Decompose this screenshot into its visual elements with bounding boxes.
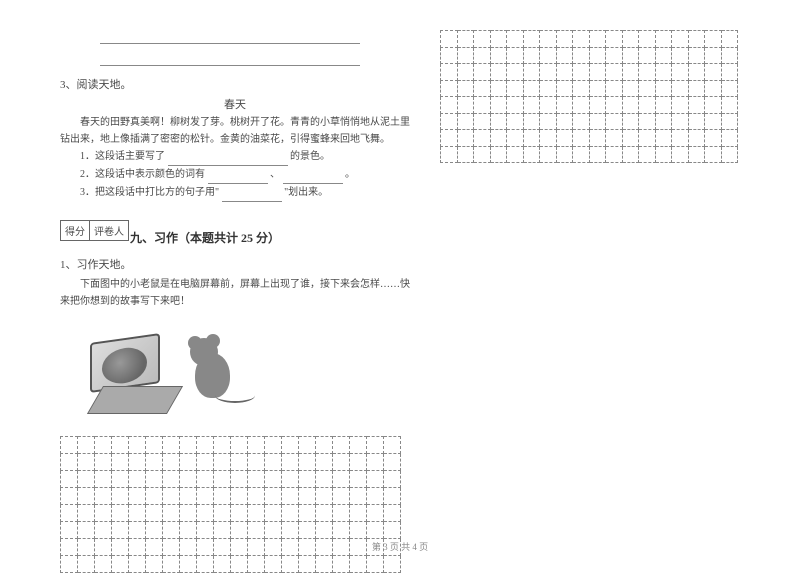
ear-right-icon (206, 334, 220, 348)
q3-sub3-prefix: 3．把这段话中打比方的句子用" (80, 187, 219, 198)
q3-sub1-prefix: 1．这段话主要写了 (80, 151, 165, 162)
q3-number: 3、阅读天地。 (60, 76, 410, 92)
ear-left-icon (188, 336, 202, 350)
q3-sub2-prefix: 2．这段话中表示颜色的词有 (80, 169, 205, 180)
score-cell-score: 得分 (60, 220, 90, 241)
cat-icon (102, 345, 147, 386)
q3-sub1-blank (168, 154, 288, 166)
screen-icon (90, 333, 160, 393)
answer-line-2 (100, 52, 360, 66)
q3-sub3-blank (222, 190, 282, 202)
q3-sub1-suffix: 的景色。 (290, 151, 330, 162)
score-cell-grader: 评卷人 (90, 220, 129, 241)
s9-q1: 1、习作天地。 (60, 256, 410, 272)
q3-paragraph: 春天的田野真美啊！柳树发了芽。桃树开了花。青青的小草悄悄地从泥土里钻出来，地上像… (60, 114, 410, 148)
q3-sub2-blank2 (283, 172, 343, 184)
s9-desc: 下面图中的小老鼠是在电脑屏幕前，屏幕上出现了谁，接下来会怎样……快来把你想到的故… (60, 276, 410, 310)
q3-sub2-end: 。 (345, 169, 355, 180)
q3-sub2-blank1 (208, 172, 268, 184)
mouse-character-icon (185, 333, 240, 408)
q3-title: 春天 (60, 96, 410, 112)
q3-sub2: 2．这段话中表示颜色的词有 、 。 (80, 166, 410, 184)
page-footer: 第 3 页 共 4 页 (0, 540, 800, 553)
section-9-title: 九、习作（本题共计 25 分） (130, 229, 410, 246)
q3-sub3-suffix: "划出来。 (284, 187, 328, 198)
left-column: 3、阅读天地。 春天 春天的田野真美啊！柳树发了芽。桃树开了花。青青的小草悄悄地… (60, 30, 410, 573)
q3-sub1: 1．这段话主要写了 的景色。 (80, 148, 410, 166)
keyboard-icon (87, 386, 183, 414)
writing-grid-right (440, 30, 738, 163)
right-column (440, 30, 740, 573)
q3-sub3: 3．把这段话中打比方的句子用" "划出来。 (80, 184, 410, 202)
laptop-icon (90, 338, 180, 408)
illustration (90, 318, 260, 428)
tail-icon (215, 388, 255, 403)
q3-sub2-sep: 、 (270, 169, 280, 180)
page-content: 3、阅读天地。 春天 春天的田野真美啊！柳树发了芽。桃树开了花。青青的小草悄悄地… (0, 0, 800, 573)
answer-line-1 (100, 30, 360, 44)
